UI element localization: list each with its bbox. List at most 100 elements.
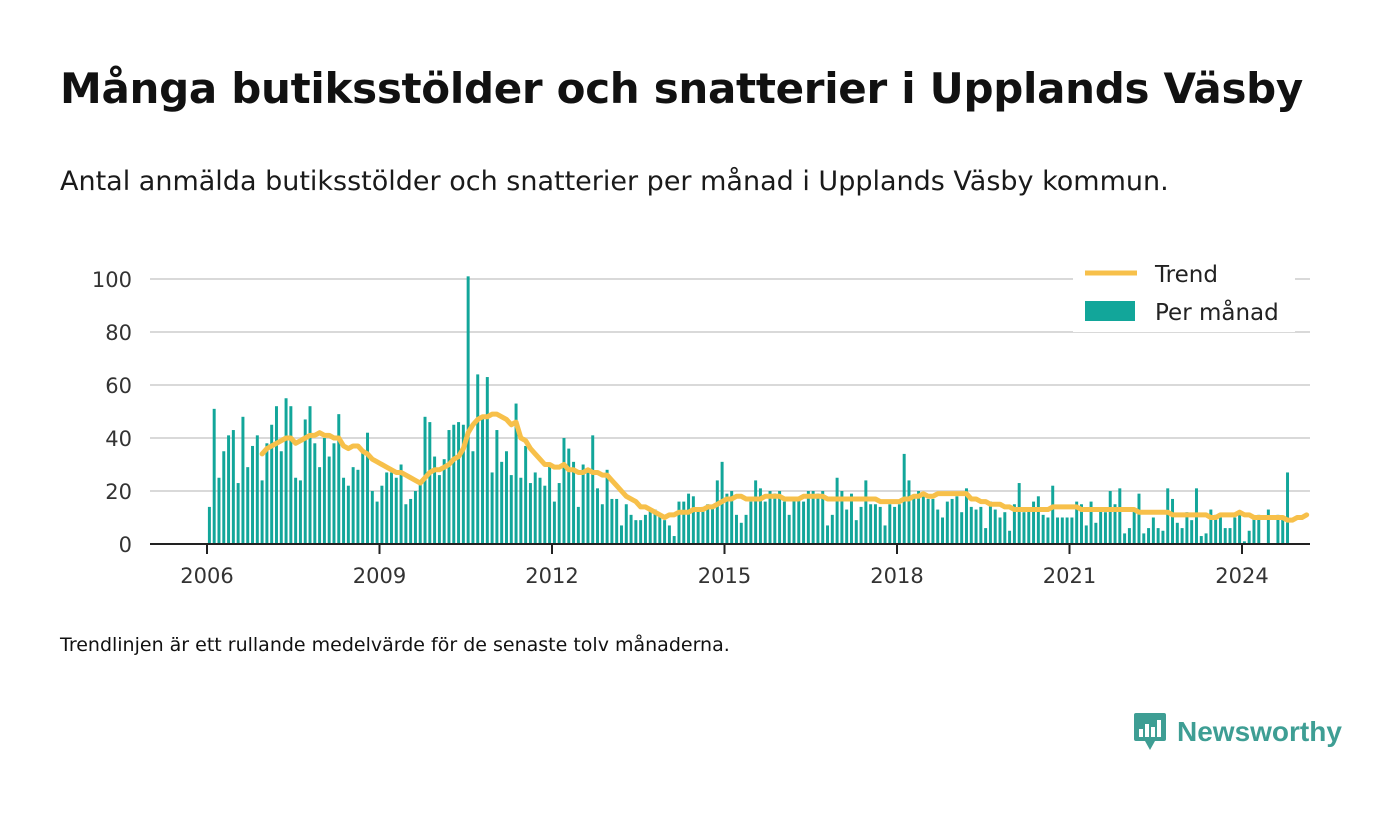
bar <box>409 498 413 544</box>
x-tick-label: 2015 <box>698 564 751 588</box>
bar <box>1132 509 1136 544</box>
bar <box>639 520 643 544</box>
bar <box>1281 517 1285 544</box>
bar <box>596 488 600 544</box>
bar <box>457 422 461 544</box>
bar <box>1079 504 1083 544</box>
bar <box>782 501 786 544</box>
bar <box>1171 498 1175 544</box>
bar <box>313 443 317 544</box>
bar <box>251 445 255 544</box>
bar <box>763 501 767 544</box>
bar <box>921 496 925 544</box>
bar <box>298 480 302 544</box>
bar <box>442 459 446 544</box>
bar <box>255 435 259 544</box>
bar <box>1247 530 1251 544</box>
bar <box>1276 514 1280 544</box>
bar <box>696 509 700 544</box>
x-axis-ticks: 2006 2009 2012 2015 2018 2021 2024 <box>180 544 1269 588</box>
bar <box>682 501 686 544</box>
bar <box>605 469 609 544</box>
bar <box>610 498 614 544</box>
bar <box>322 438 326 544</box>
bar <box>380 485 384 544</box>
bar <box>303 419 307 544</box>
bar <box>576 506 580 544</box>
bar <box>897 504 901 544</box>
bar <box>327 456 331 544</box>
bar <box>984 528 988 544</box>
bar <box>346 485 350 544</box>
bar <box>274 406 278 544</box>
bar <box>485 377 489 544</box>
bar <box>950 498 954 544</box>
bar <box>241 416 245 544</box>
bar <box>375 501 379 544</box>
bar <box>1166 488 1170 544</box>
bar <box>212 408 216 544</box>
bar <box>289 406 293 544</box>
bar <box>533 472 537 544</box>
bar <box>778 491 782 544</box>
bar <box>864 480 868 544</box>
bar <box>1266 509 1270 544</box>
bar <box>557 483 561 544</box>
bar <box>658 514 662 544</box>
bar <box>974 509 978 544</box>
bar <box>1123 533 1127 544</box>
bar <box>749 501 753 544</box>
bar <box>284 398 288 544</box>
x-tick-label: 2021 <box>1043 564 1096 588</box>
y-tick-label: 60 <box>105 374 132 398</box>
bar <box>236 483 240 544</box>
bar <box>1142 533 1146 544</box>
bar <box>821 491 825 544</box>
bar <box>629 514 633 544</box>
bar <box>1147 528 1151 544</box>
bar <box>663 520 667 544</box>
bar <box>773 493 777 544</box>
bar <box>524 445 528 544</box>
brand-logo[interactable]: Newsworthy <box>1133 712 1342 752</box>
bar <box>1103 512 1107 544</box>
bar <box>1065 517 1069 544</box>
bar <box>849 493 853 544</box>
bar <box>624 504 628 544</box>
bar <box>481 416 485 544</box>
x-tick-label: 2024 <box>1215 564 1268 588</box>
bar <box>476 374 480 544</box>
bar <box>835 477 839 544</box>
bar <box>811 491 815 544</box>
bar <box>648 509 652 544</box>
chart-note: Trendlinjen är ett rullande medelvärde f… <box>60 634 730 656</box>
bar <box>227 435 231 544</box>
bar <box>677 501 681 544</box>
y-tick-label: 100 <box>92 268 132 292</box>
bar <box>389 472 393 544</box>
bar <box>1008 530 1012 544</box>
bar <box>926 498 930 544</box>
bar <box>993 509 997 544</box>
bar <box>452 424 456 544</box>
bar <box>643 514 647 544</box>
bar <box>945 501 949 544</box>
bar <box>706 504 710 544</box>
bar <box>1204 533 1208 544</box>
bar <box>1003 512 1007 544</box>
bar <box>399 464 403 544</box>
bar <box>830 514 834 544</box>
bar <box>687 493 691 544</box>
x-tick-label: 2009 <box>353 564 406 588</box>
bar <box>931 498 935 544</box>
bar <box>869 504 873 544</box>
bar <box>1012 504 1016 544</box>
bar <box>342 477 346 544</box>
bar <box>1238 514 1242 544</box>
bar <box>1094 522 1098 544</box>
bar <box>1127 528 1131 544</box>
bar <box>552 501 556 544</box>
bar <box>514 403 518 544</box>
bar <box>619 525 623 544</box>
bar <box>366 432 370 544</box>
